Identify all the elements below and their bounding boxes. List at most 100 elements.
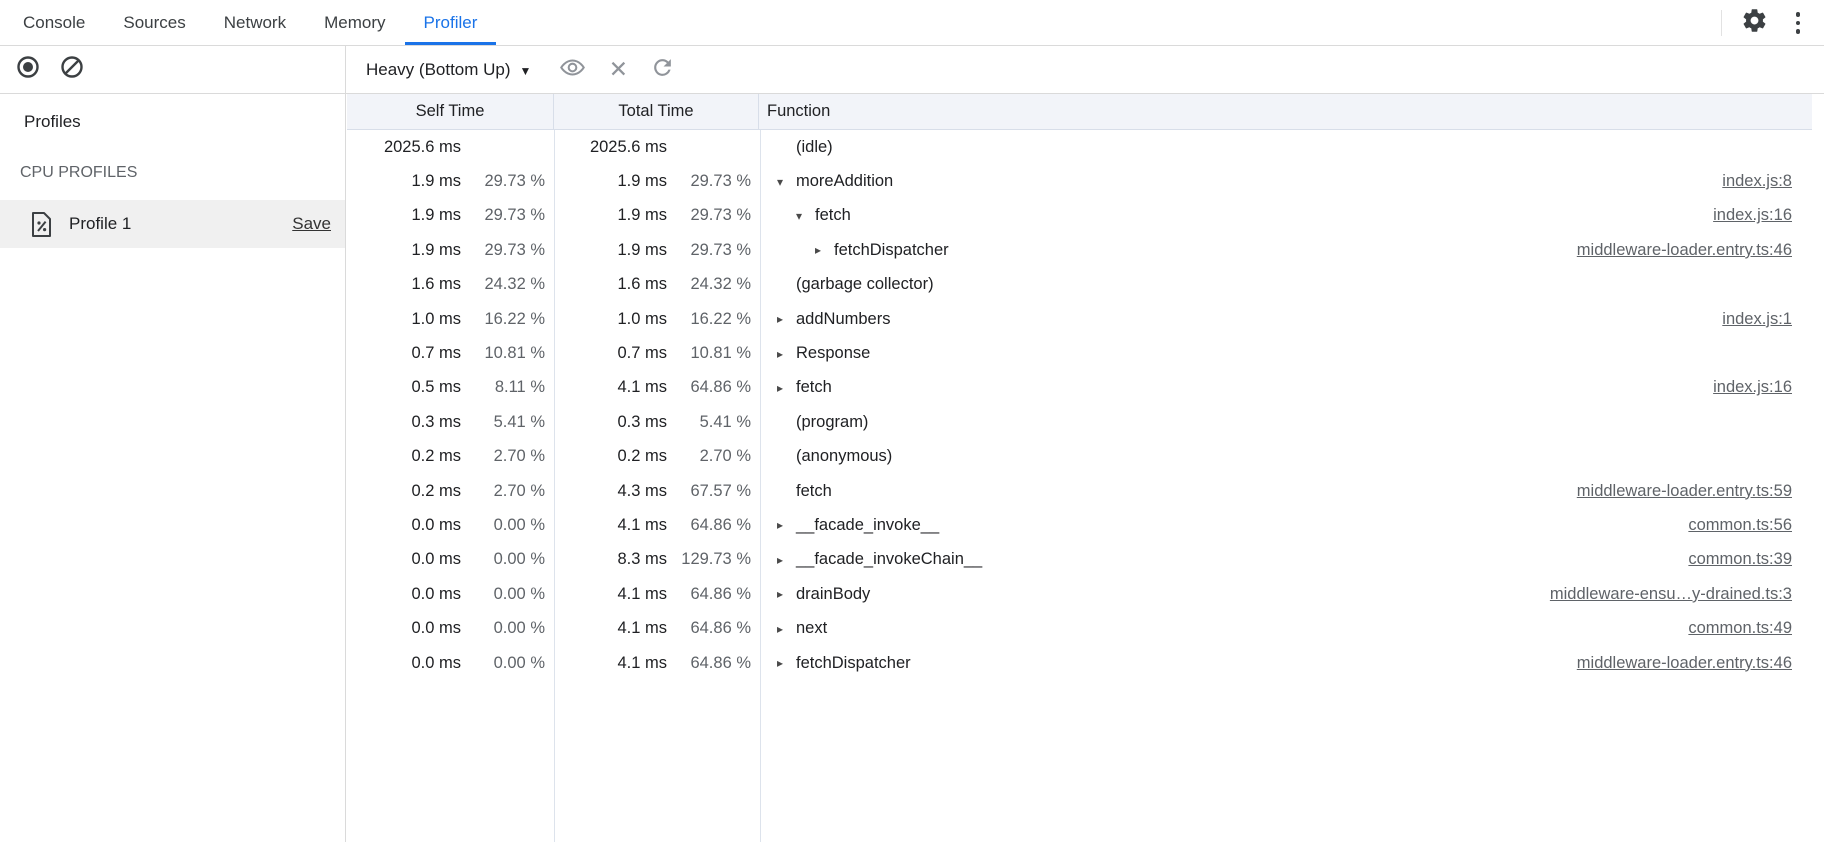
function-cell: fetch middleware-loader.entry.ts:59: [760, 482, 1812, 501]
function-cell: (anonymous): [760, 447, 1812, 466]
source-location-link[interactable]: middleware-ensu…y-drained.ts:3: [1549, 584, 1792, 603]
save-profile-link[interactable]: Save: [292, 214, 331, 233]
table-row[interactable]: 2025.6 ms 2025.6 ms (idle): [347, 130, 1812, 164]
function-cell: ▸ Response: [760, 344, 1812, 363]
column-header-self-time[interactable]: Self Time: [347, 94, 554, 129]
function-name: fetch: [796, 378, 832, 397]
more-options-button[interactable]: [1780, 5, 1816, 41]
clear-profiles-button[interactable]: [60, 55, 84, 84]
self-time-percent: 8.11 %: [494, 378, 545, 397]
self-time-ms: 0.0 ms: [411, 653, 461, 672]
table-row[interactable]: 0.0 ms 0.00 % 4.1 ms 64.86 % ▸ __facade_invok…: [347, 508, 1812, 542]
source-location-link[interactable]: common.ts:39: [1688, 550, 1792, 569]
column-header-total-time[interactable]: Total Time: [554, 94, 759, 129]
table-row[interactable]: 1.9 ms 29.73 % 1.9 ms 29.73 % ▸ fetchDispatch…: [347, 233, 1812, 267]
expand-arrow-icon[interactable]: ▸: [777, 312, 784, 327]
self-time-percent: 2.70 %: [493, 481, 545, 500]
collapse-arrow-icon[interactable]: ▾: [777, 174, 784, 189]
tab-profiler[interactable]: Profiler: [404, 0, 497, 45]
column-header-function[interactable]: Function: [767, 102, 831, 120]
table-row[interactable]: 1.9 ms 29.73 % 1.9 ms 29.73 % ▾ moreAddition i…: [347, 164, 1812, 198]
function-cell: ▸ addNumbers index.js:1: [760, 310, 1812, 329]
expand-arrow-icon[interactable]: ▸: [777, 656, 784, 671]
function-cell: ▾ fetch index.js:16: [760, 206, 1812, 225]
table-row[interactable]: 0.0 ms 0.00 % 4.1 ms 64.86 % ▸ next common.ts:…: [347, 611, 1812, 645]
source-location-link[interactable]: index.js:1: [1722, 309, 1792, 328]
tab-sources[interactable]: Sources: [123, 12, 186, 32]
table-row[interactable]: 1.6 ms 24.32 % 1.6 ms 24.32 % (garbage colle…: [347, 268, 1812, 302]
function-name: __facade_invokeChain__: [796, 550, 983, 569]
self-time-ms: 0.2 ms: [411, 481, 461, 500]
view-mode-dropdown[interactable]: Heavy (Bottom Up) ▼: [360, 56, 537, 84]
table-row[interactable]: 1.9 ms 29.73 % 1.9 ms 29.73 % ▾ fetch index.js…: [347, 199, 1812, 233]
kebab-menu-icon: [1795, 12, 1801, 34]
record-button[interactable]: [16, 55, 40, 84]
self-time-percent: 0.00 %: [493, 619, 545, 638]
table-row[interactable]: 0.2 ms 2.70 % 0.2 ms 2.70 % (anonymous): [347, 440, 1812, 474]
function-cell: (program): [760, 413, 1812, 432]
expand-arrow-icon[interactable]: ▸: [777, 380, 784, 395]
self-time-ms: 0.7 ms: [411, 344, 461, 363]
total-time-ms: 8.3 ms: [617, 550, 667, 569]
self-time-ms: 1.9 ms: [411, 240, 461, 259]
expand-arrow-icon[interactable]: ▸: [777, 621, 784, 636]
eye-icon: [559, 54, 586, 86]
tab-console[interactable]: Console: [23, 12, 86, 32]
table-row[interactable]: 0.5 ms 8.11 % 4.1 ms 64.86 % ▸ fetch index.js:…: [347, 371, 1812, 405]
source-location-link[interactable]: common.ts:49: [1688, 619, 1792, 638]
table-row[interactable]: 0.7 ms 10.81 % 0.7 ms 10.81 % ▸ Response: [347, 336, 1812, 370]
focus-button[interactable]: [555, 53, 589, 87]
grid-header: Self Time Total Time Function: [347, 94, 1812, 130]
collapse-arrow-icon[interactable]: ▾: [796, 208, 803, 223]
total-time-cell: 0.7 ms 10.81 %: [554, 344, 760, 363]
self-time-ms: 1.9 ms: [411, 206, 461, 225]
source-location-link[interactable]: middleware-loader.entry.ts:59: [1576, 481, 1792, 500]
source-location-link[interactable]: middleware-loader.entry.ts:46: [1576, 653, 1792, 672]
total-time-percent: 64.86 %: [690, 378, 751, 397]
self-time-cell: 0.0 ms 0.00 %: [347, 516, 554, 535]
total-time-cell: 4.1 ms 64.86 %: [554, 378, 760, 397]
tab-memory[interactable]: Memory: [324, 12, 386, 32]
source-location-link[interactable]: middleware-loader.entry.ts:46: [1576, 240, 1792, 259]
self-time-percent: 16.22 %: [484, 309, 545, 328]
self-time-cell: 1.9 ms 29.73 %: [347, 172, 554, 191]
profiler-record-toolbar: [0, 46, 346, 93]
table-row[interactable]: 0.0 ms 0.00 % 8.3 ms 129.73 % ▸ __facade_invo…: [347, 543, 1812, 577]
expand-arrow-icon[interactable]: ▸: [777, 587, 784, 602]
expand-arrow-icon[interactable]: ▸: [777, 346, 784, 361]
self-time-percent: 2.70 %: [493, 447, 545, 466]
source-location-link[interactable]: index.js:16: [1713, 378, 1792, 397]
expand-arrow-icon[interactable]: ▸: [815, 243, 822, 258]
function-name: (garbage collector): [796, 275, 934, 294]
record-icon: [16, 55, 40, 84]
table-row[interactable]: 0.0 ms 0.00 % 4.1 ms 64.86 % ▸ fetchDispatche…: [347, 646, 1812, 680]
expand-arrow-icon[interactable]: ▸: [777, 552, 784, 567]
expand-arrow-icon[interactable]: ▸: [777, 518, 784, 533]
table-row[interactable]: 0.2 ms 2.70 % 4.3 ms 67.57 % fetch middleware…: [347, 474, 1812, 508]
total-time-ms: 4.3 ms: [617, 481, 667, 500]
clear-icon: [60, 55, 84, 84]
total-time-cell: 1.9 ms 29.73 %: [554, 206, 760, 225]
total-time-percent: 16.22 %: [690, 309, 751, 328]
tab-network[interactable]: Network: [223, 12, 287, 32]
source-location-link[interactable]: index.js:16: [1713, 206, 1792, 225]
self-time-cell: 2025.6 ms: [347, 138, 554, 157]
exclude-button[interactable]: ✕: [601, 53, 635, 87]
table-row[interactable]: 0.0 ms 0.00 % 4.1 ms 64.86 % ▸ drainBody middl…: [347, 577, 1812, 611]
sidebar-item-profile-1[interactable]: Profile 1 Save: [0, 200, 345, 248]
function-name: fetchDispatcher: [834, 240, 949, 259]
settings-button[interactable]: [1736, 5, 1772, 41]
source-location-link[interactable]: index.js:8: [1722, 172, 1792, 191]
total-time-cell: 1.6 ms 24.32 %: [554, 275, 760, 294]
gear-icon: [1741, 7, 1768, 39]
self-time-ms: 0.2 ms: [411, 447, 461, 466]
self-time-percent: 29.73 %: [484, 172, 545, 191]
function-name: fetch: [815, 206, 851, 225]
table-row[interactable]: 0.3 ms 5.41 % 0.3 ms 5.41 % (program): [347, 405, 1812, 439]
self-time-percent: 29.73 %: [484, 206, 545, 225]
self-time-percent: 24.32 %: [484, 275, 545, 294]
table-row[interactable]: 1.0 ms 16.22 % 1.0 ms 16.22 % ▸ addNumbers ind…: [347, 302, 1812, 336]
restore-button[interactable]: [645, 53, 679, 87]
source-location-link[interactable]: common.ts:56: [1688, 515, 1792, 534]
profiles-sidebar: Profiles CPU PROFILES Profile 1 Save: [0, 94, 346, 842]
